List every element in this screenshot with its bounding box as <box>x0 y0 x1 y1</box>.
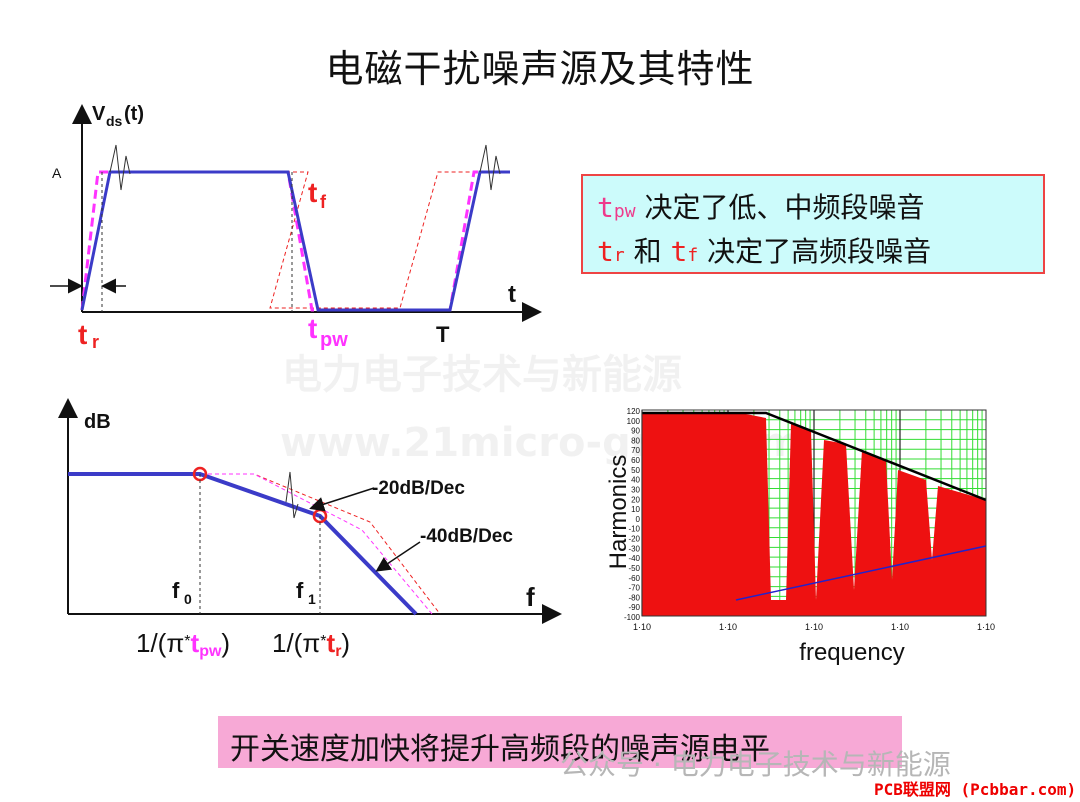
note-line-1: tpw 决定了低、中频段噪音 <box>597 186 924 226</box>
x-tick-label: 1·10 <box>633 622 651 632</box>
y-tick-label: 60 <box>631 456 640 465</box>
note-line-1-text: 决定了低、中频段噪音 <box>635 191 925 224</box>
ringing-spike-right <box>479 144 501 191</box>
vds-label-sub: ds <box>106 113 123 129</box>
conclusion-banner: 开关速度加快将提升高频段的噪声源电平 <box>218 716 902 768</box>
slope1-arrow <box>309 487 375 512</box>
reference-waveform-red <box>265 171 510 309</box>
vds-label-tail: (t) <box>124 103 144 125</box>
harmonic-amplitude-fill <box>642 414 986 616</box>
spectrum-x-ticks: 1·10 1·10 1·10 1·10 1·10 <box>633 622 995 632</box>
note-line-2: tr 和 tf 决定了高频段噪音 <box>597 230 931 270</box>
y-tick-label: 30 <box>631 485 640 494</box>
y-tick-label: -20 <box>628 535 640 544</box>
wechat-watermark: 公众号 · 电力电子技术与新能源 <box>560 748 951 781</box>
tr-subscript: r <box>613 245 625 266</box>
waveform-magenta <box>80 170 510 312</box>
y-tick-label: 120 <box>627 407 641 416</box>
x-tick-label: 1·10 <box>891 622 909 632</box>
slope2-label: -40dB/Dec <box>420 526 513 547</box>
slope2-arrow <box>375 541 421 572</box>
waveform-blue <box>80 170 510 312</box>
y-tick-label: 10 <box>631 505 640 514</box>
spectrum-envelope-diagram: dB -20dB/Dec -40dB/Dec f 0 f 1 f 1/(π*tp… <box>58 398 562 660</box>
y-tick-label: 0 <box>636 515 641 524</box>
y-tick-label: 40 <box>631 476 640 485</box>
freq-axis-label: f <box>526 582 535 612</box>
f0-label-main: f <box>172 578 180 603</box>
switching-waveform: V ds (t) A t f t r t pw T t <box>50 103 542 352</box>
vds-label-main: V <box>92 103 106 125</box>
y-tick-label: 50 <box>631 466 640 475</box>
tpw-symbol: t <box>597 191 614 224</box>
db-label: dB <box>84 411 111 433</box>
time-axis-label: t <box>508 281 516 308</box>
tf-label-sub: f <box>320 192 327 212</box>
y-tick-label: -80 <box>628 593 640 602</box>
tf-symbol: t <box>670 235 688 268</box>
envelope-blue <box>68 472 418 616</box>
tpw-subscript: pw <box>613 201 636 222</box>
y-tick-label: -100 <box>624 613 641 622</box>
slope1-label: -20dB/Dec <box>372 478 465 499</box>
watermark-text: 电力电子技术与新能源 <box>282 352 682 398</box>
ringing-spike-left <box>109 144 131 191</box>
conclusion-text: 开关速度加快将提升高频段的噪声源电平 <box>230 732 770 767</box>
f1-label-sub: 1 <box>308 591 316 607</box>
tpw-label-main: t <box>308 313 317 344</box>
y-tick-label: 70 <box>631 446 640 455</box>
amplitude-label: A <box>52 165 62 181</box>
y-tick-label: -10 <box>628 525 640 534</box>
noise-floor-line <box>735 545 987 601</box>
period-label: T <box>436 322 450 347</box>
y-tick-label: 80 <box>631 436 640 445</box>
x-tick-label: 1·10 <box>977 622 995 632</box>
f1-label-main: f <box>296 578 304 603</box>
explanation-box: tpw 决定了低、中频段噪音 tr 和 tf 决定了高频段噪音 <box>581 174 1045 274</box>
and-text: 和 <box>624 235 671 268</box>
y-tick-label: -90 <box>628 603 640 612</box>
x-tick-label: 1·10 <box>805 622 823 632</box>
f0-label-sub: 0 <box>184 591 192 607</box>
tr-label-sub: r <box>92 332 99 352</box>
spectrum-y-ticks: 1201009080706050403020100-10-20-30-40-50… <box>624 407 641 622</box>
tr-label-main: t <box>78 319 87 350</box>
tr-symbol: t <box>597 235 614 268</box>
tf-label-main: t <box>308 177 317 208</box>
y-tick-label: -40 <box>628 554 640 563</box>
spike-mark <box>285 471 299 519</box>
frequency-axis-label: frequency <box>799 639 904 666</box>
x-tick-label: 1·10 <box>719 622 737 632</box>
y-tick-label: 90 <box>631 427 640 436</box>
note-line-2-text: 决定了高频段噪音 <box>698 235 932 268</box>
corner2-expression: 1/(π*tr) <box>272 628 350 660</box>
y-tick-label: 100 <box>627 417 641 426</box>
y-tick-label: -70 <box>628 584 640 593</box>
page-title: 电磁干扰噪声源及其特性 <box>325 47 755 91</box>
site-mark: PCB联盟网 (Pcbbar.com) <box>874 780 1077 799</box>
tf-subscript: f <box>687 245 699 266</box>
harmonic-envelope <box>642 411 987 502</box>
y-tick-label: -60 <box>628 574 640 583</box>
corner1-expression: 1/(π*tpw) <box>136 628 230 660</box>
y-tick-label: 20 <box>631 495 640 504</box>
tpw-label-sub: pw <box>320 329 348 351</box>
harmonic-spectrum-plot: 1201009080706050403020100-10-20-30-40-50… <box>605 407 995 666</box>
y-tick-label: -50 <box>628 564 640 573</box>
y-tick-label: -30 <box>628 544 640 553</box>
harmonics-axis-label: Harmonics <box>605 455 632 570</box>
plot-frame <box>641 409 987 617</box>
